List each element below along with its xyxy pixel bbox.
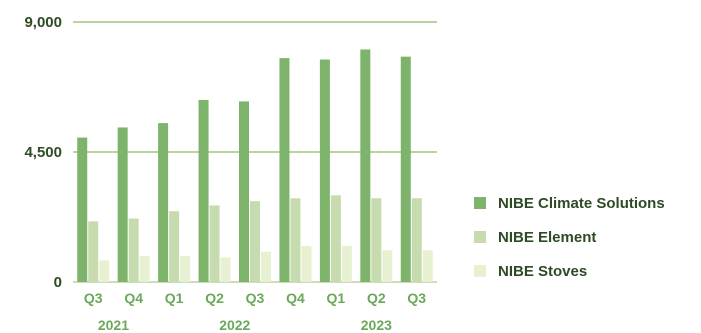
x-tick-label: Q4 (124, 290, 143, 306)
legend-item-climate-solutions: NIBE Climate Solutions (474, 186, 665, 220)
legend-swatch (474, 231, 486, 243)
x-tick-label: Q2 (367, 290, 386, 306)
bar (117, 127, 128, 282)
x-tick-label: Q3 (246, 290, 265, 306)
bar (88, 221, 99, 282)
bar (319, 59, 330, 282)
bar (411, 198, 422, 282)
y-axis-ticks: 0 4,500 9,000 (24, 14, 62, 291)
bar (99, 260, 110, 282)
legend: NIBE Climate Solutions NIBE Element NIBE… (474, 186, 665, 288)
bar (158, 123, 169, 282)
bar (330, 195, 341, 282)
x-tick-label: Q2 (205, 290, 224, 306)
bar (77, 137, 88, 282)
bar (180, 256, 191, 282)
bar (382, 250, 393, 282)
year-label: 2022 (219, 317, 250, 333)
x-tick-label: Q1 (327, 290, 346, 306)
bar (169, 211, 180, 282)
bar (128, 218, 139, 282)
bar (400, 56, 411, 282)
legend-label: NIBE Stoves (498, 262, 588, 280)
legend-item-element: NIBE Element (474, 220, 665, 254)
y-tick-label: 4,500 (24, 144, 62, 161)
x-tick-label: Q3 (407, 290, 426, 306)
bar (301, 245, 312, 282)
legend-label: NIBE Climate Solutions (498, 194, 665, 212)
bar (220, 257, 231, 282)
bar (209, 205, 220, 282)
bar (290, 198, 301, 282)
legend-label: NIBE Element (498, 228, 597, 246)
x-tick-label: Q3 (84, 290, 103, 306)
legend-item-stoves: NIBE Stoves (474, 254, 665, 288)
bar (198, 100, 209, 282)
bar (371, 198, 382, 282)
bar (422, 250, 433, 282)
bar (360, 49, 371, 282)
bar (261, 251, 271, 282)
bar (239, 101, 249, 282)
bar (341, 245, 352, 282)
bar (279, 58, 290, 282)
legend-swatch (474, 265, 486, 277)
x-axis-ticks: Q3 Q4 Q1 Q2 Q3 Q4 Q1 Q2 Q3 (84, 290, 426, 306)
year-label: 2023 (361, 317, 392, 333)
legend-swatch (474, 197, 486, 209)
y-tick-label: 9,000 (24, 14, 62, 31)
year-labels: 2021 2022 2023 (98, 317, 392, 333)
y-tick-label: 0 (54, 274, 62, 291)
x-tick-label: Q1 (165, 290, 184, 306)
year-label: 2021 (98, 317, 129, 333)
x-tick-label: Q4 (286, 290, 305, 306)
bar (250, 201, 260, 282)
bar (139, 256, 150, 282)
bars (77, 49, 433, 282)
